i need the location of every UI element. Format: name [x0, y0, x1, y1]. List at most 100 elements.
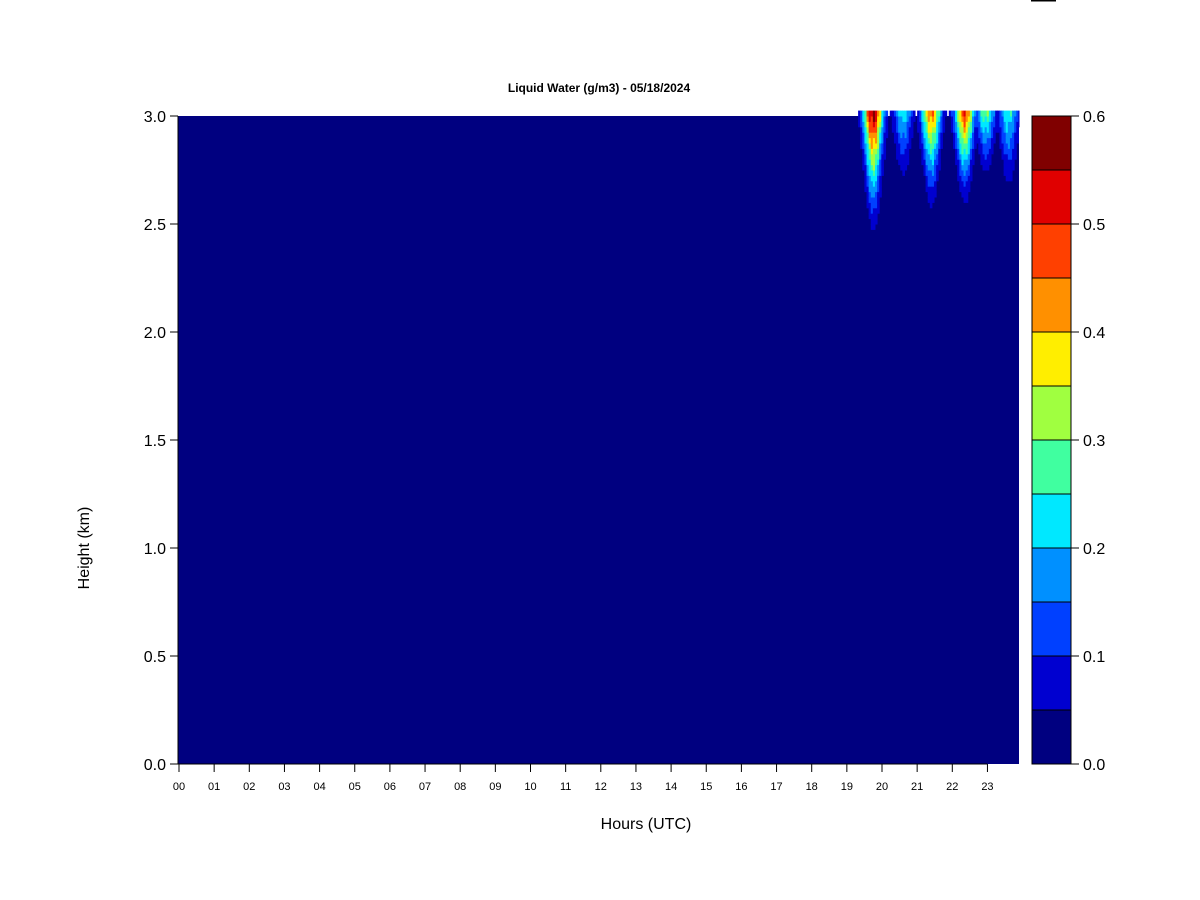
contour-cell: [872, 207, 876, 214]
contour-cell: [872, 224, 876, 230]
contour-cell: [986, 121, 990, 128]
contour-cell: [971, 159, 975, 166]
contour-cell: [931, 164, 935, 171]
contour-cell: [969, 137, 973, 144]
contour-cell: [965, 121, 969, 128]
contour-cell: [963, 153, 967, 160]
contour-cell: [1009, 116, 1013, 122]
contour-cell: [923, 121, 927, 128]
contour-cell: [993, 116, 996, 122]
contour-cell: [959, 132, 962, 139]
contour-cell: [934, 143, 937, 149]
contour-cell: [902, 121, 905, 128]
contour-cell: [885, 126, 889, 133]
contour-cell: [866, 202, 870, 209]
contour-cell: [896, 153, 899, 160]
contour-cell: [1016, 137, 1019, 144]
contour-cell: [1014, 148, 1017, 155]
contour-cell: [974, 126, 977, 133]
contour-cell: [896, 143, 899, 149]
contour-cell: [961, 132, 965, 139]
x-tick-label: 05: [349, 781, 361, 793]
contour-cell: [1003, 121, 1007, 128]
contour-cell: [904, 159, 908, 166]
contour-cell: [1005, 126, 1009, 133]
contour-cell: [870, 170, 874, 176]
contour-cell: [978, 132, 981, 139]
contour-cell: [997, 110, 1000, 117]
contour-cell: [874, 148, 878, 155]
contour-cell: [877, 191, 880, 198]
contour-cell: [921, 121, 924, 128]
colorbar-swatch: [1031, 169, 1072, 225]
contour-cell: [1003, 110, 1007, 117]
contour-cell: [883, 116, 887, 122]
contour-cell: [881, 159, 884, 166]
contour-cell: [1018, 116, 1020, 122]
contour-cell: [910, 121, 914, 128]
contour-cell: [912, 116, 916, 122]
contour-cell: [959, 121, 962, 128]
x-axis: 00 01 02 03 04 05 06 07 08 09 10 11 12 13 14 15 16 17 18 19…: [173, 763, 994, 793]
contour-cell: [879, 180, 882, 187]
contour-cell: [984, 110, 988, 117]
contour-cell: [877, 197, 880, 203]
contour-cell: [885, 121, 889, 128]
contour-cell: [910, 132, 914, 139]
contour-cell: [938, 126, 941, 133]
contour-cell: [868, 153, 872, 160]
contour-cell: [893, 121, 897, 128]
contour-cell: [927, 121, 931, 128]
colorbar-swatch: [1031, 439, 1072, 495]
contour-cell: [967, 153, 971, 160]
contour-cell: [870, 207, 874, 214]
contour-cell: [936, 159, 939, 166]
x-tick-label: 04: [313, 781, 325, 793]
contour-cell: [974, 137, 977, 144]
contour-cell: [942, 121, 946, 128]
contour-cell: [980, 110, 984, 117]
contour-cell: [990, 116, 994, 122]
contour-cell: [929, 137, 933, 144]
contour-cell: [881, 121, 884, 128]
contour-cell: [921, 137, 924, 144]
contour-cell: [1005, 175, 1009, 182]
contour-cell: [868, 159, 872, 166]
y-tick-label: 2.5: [144, 217, 166, 234]
x-tick-label: 17: [770, 781, 782, 793]
contour-cell: [1001, 153, 1005, 160]
contour-cell: [1007, 153, 1011, 160]
contour-cell: [990, 126, 994, 133]
contour-cell: [919, 110, 922, 117]
contour-cell: [963, 180, 967, 187]
contour-cell: [957, 159, 960, 166]
contour-cell: [984, 148, 988, 155]
contour-cell: [999, 110, 1003, 117]
contour-cell: [957, 175, 960, 182]
contour-cell: [959, 186, 962, 193]
contour-cell: [870, 110, 874, 117]
contour-cell: [862, 153, 865, 160]
contour-cell: [1016, 132, 1019, 139]
contour-cell: [959, 159, 962, 166]
contour-cell: [904, 132, 908, 139]
contour-cell: [942, 116, 946, 122]
contour-cell: [978, 143, 981, 149]
contour-cell: [936, 170, 939, 176]
contour-cell: [900, 110, 903, 117]
contour-cell: [866, 186, 870, 193]
contour-cell: [990, 137, 994, 144]
contour-cell: [929, 180, 933, 187]
contour-cell: [965, 197, 969, 203]
contour-cell: [874, 143, 878, 149]
contour-cell: [993, 137, 996, 144]
contour-cell: [877, 126, 880, 133]
contour-cell: [955, 148, 958, 155]
contour-cell: [872, 121, 876, 128]
contour-cell: [883, 121, 887, 128]
contour-cell: [953, 143, 956, 149]
contour-cell: [961, 180, 965, 187]
contour-cell: [986, 116, 990, 122]
contour-cell: [902, 143, 905, 149]
contour-cell: [870, 191, 874, 198]
